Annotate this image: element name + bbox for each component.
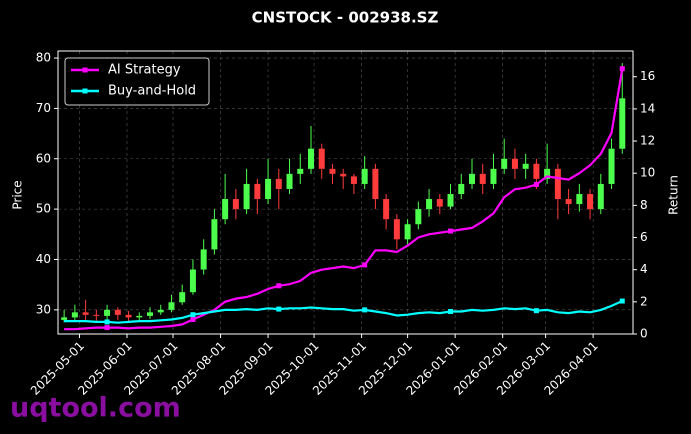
candle-body xyxy=(511,158,518,169)
candle-body xyxy=(340,173,347,177)
candle-body xyxy=(200,249,207,270)
candle-body xyxy=(329,168,336,174)
candle-body xyxy=(286,173,293,189)
y2-tick-label: 10 xyxy=(640,166,655,180)
candle-body xyxy=(587,194,594,210)
plot-frame xyxy=(57,50,634,335)
candle-body xyxy=(104,309,111,316)
series-marker xyxy=(276,306,282,312)
y2-tick-label: 0 xyxy=(640,327,648,341)
series-marker xyxy=(533,308,539,314)
y2-tick-label: 4 xyxy=(640,262,648,276)
candle-body xyxy=(114,309,121,315)
candle-body xyxy=(393,219,400,240)
y2-tick-label: 12 xyxy=(640,134,655,148)
candle-body xyxy=(211,219,218,250)
candle-body xyxy=(61,317,68,320)
candle-body xyxy=(189,269,196,293)
candle-body xyxy=(308,148,314,169)
candle-body xyxy=(147,312,153,316)
candle-body xyxy=(533,163,540,179)
grid xyxy=(58,51,633,334)
candle-body xyxy=(619,98,626,149)
series-marker xyxy=(190,312,196,318)
candle-body xyxy=(501,158,508,169)
series-marker xyxy=(276,283,282,289)
candle-body xyxy=(447,194,454,207)
y-tick-label: 40 xyxy=(36,252,51,266)
series-marker xyxy=(448,228,454,234)
series-marker xyxy=(190,317,196,323)
series-marker xyxy=(619,66,625,72)
chart-title: CNSTOCK - 002938.SZ xyxy=(252,9,439,27)
candle-body xyxy=(383,199,390,220)
candle-body xyxy=(275,178,282,189)
candle-body xyxy=(125,314,132,318)
candle-body xyxy=(544,168,551,179)
legend: AI Strategy Buy-and-Hold xyxy=(64,57,210,106)
candle-body xyxy=(608,148,615,184)
y2-tick-label: 2 xyxy=(640,294,648,308)
candle-body xyxy=(458,183,465,195)
candle-body xyxy=(297,168,304,174)
candle-body xyxy=(350,176,357,184)
y2-tick-label: 16 xyxy=(640,69,655,83)
y-axis-label: Price xyxy=(11,180,25,209)
y2-axis-label: Return xyxy=(667,175,681,215)
candle-body xyxy=(93,314,100,316)
y-tick-label: 60 xyxy=(36,151,51,165)
legend-swatch-marker xyxy=(82,88,88,94)
legend-box xyxy=(64,57,210,106)
candle-body xyxy=(222,199,229,220)
candle-body xyxy=(71,312,78,318)
series-marker xyxy=(619,298,625,304)
candle-body xyxy=(168,302,175,310)
candle-body xyxy=(136,315,143,318)
candle-body xyxy=(179,292,186,303)
candle-body xyxy=(265,178,272,200)
candle-body xyxy=(361,168,368,184)
series-line xyxy=(64,299,623,324)
series-marker xyxy=(362,262,368,268)
series-marker xyxy=(533,181,539,187)
y2-tick-label: 14 xyxy=(640,101,655,115)
y-tick-label: 50 xyxy=(36,202,51,216)
series-marker xyxy=(104,325,110,331)
legend-label: Buy-and-Hold xyxy=(108,84,196,99)
candle-body xyxy=(469,173,475,184)
candle-body xyxy=(490,168,497,184)
candle-body xyxy=(426,199,433,210)
candle-body xyxy=(522,163,529,169)
candle-body xyxy=(436,199,443,207)
candle-body xyxy=(415,209,422,225)
y-tick-label: 80 xyxy=(36,51,51,65)
y-tick-label: 70 xyxy=(36,101,51,115)
candle-body xyxy=(565,199,572,205)
candle-body xyxy=(318,148,325,169)
candle-body xyxy=(576,194,583,205)
series-marker xyxy=(448,308,454,314)
plot-marks xyxy=(61,63,626,331)
y2-tick-label: 6 xyxy=(640,230,648,244)
candle-body xyxy=(372,168,379,200)
series-marker xyxy=(104,319,110,325)
series-line xyxy=(64,68,624,331)
candle-body xyxy=(597,183,604,210)
legend-swatch-marker xyxy=(82,67,88,73)
candle-body xyxy=(157,309,164,313)
candle-body xyxy=(479,173,486,184)
candle-body xyxy=(232,199,239,210)
series-marker xyxy=(362,307,368,313)
candle-body xyxy=(82,312,89,315)
y-tick-label: 30 xyxy=(36,302,51,316)
candle-body xyxy=(254,183,261,200)
y2-tick-label: 8 xyxy=(640,198,648,212)
legend-label: AI Strategy xyxy=(108,63,181,78)
candle-body xyxy=(554,168,561,200)
candle-body xyxy=(243,183,250,210)
watermark: uqtool.com xyxy=(10,393,181,424)
candle-body xyxy=(404,224,411,240)
